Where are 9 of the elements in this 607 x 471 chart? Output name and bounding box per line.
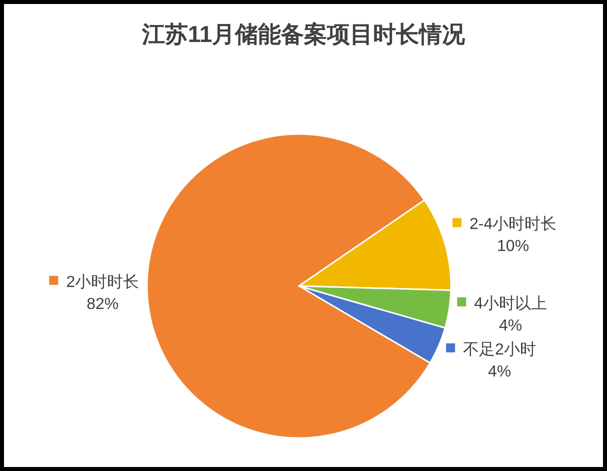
data-label: 4% xyxy=(488,363,512,380)
data-label: 10% xyxy=(497,238,530,256)
data-label: 4% xyxy=(499,317,522,334)
legend-label: 2-4小时时长 xyxy=(469,215,557,234)
legend-label: 4小时以上 xyxy=(474,294,548,312)
legend-label: 2小时时长 xyxy=(66,272,140,291)
data-label: 82% xyxy=(86,296,119,313)
title: 江苏11月储能备案项目时长情况 xyxy=(142,21,466,47)
legend-label: 不足2小时 xyxy=(463,340,536,358)
